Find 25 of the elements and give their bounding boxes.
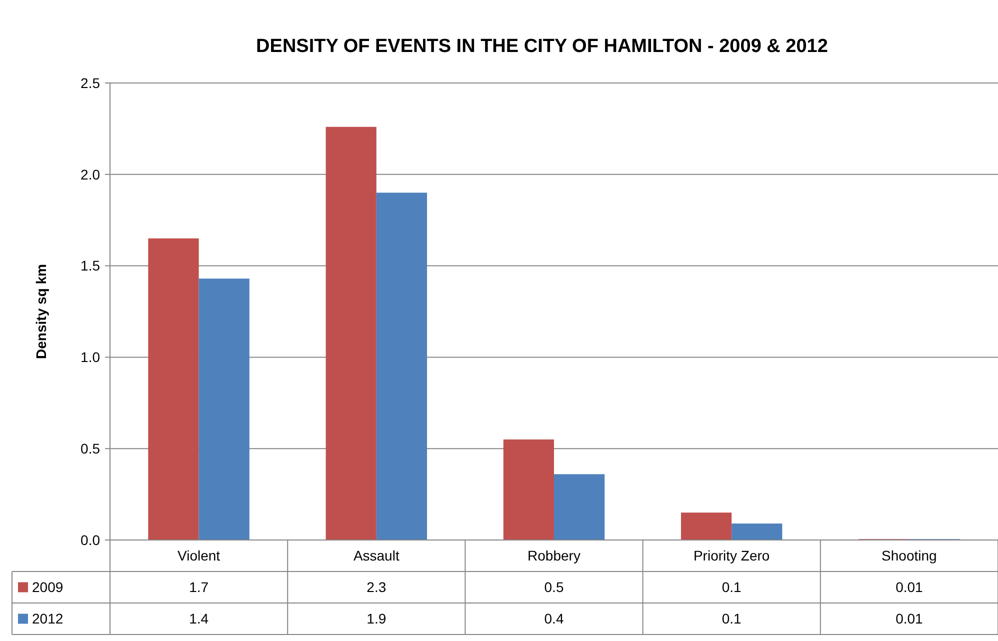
data-label: 1.4: [189, 610, 209, 627]
x-tick-label: Violent: [178, 548, 220, 564]
y-tick-label: 2.5: [80, 74, 100, 91]
x-tick-label: Shooting: [882, 548, 937, 564]
data-label: 0.01: [896, 579, 924, 596]
y-tick-label: 1.5: [80, 258, 100, 274]
data-label: 0.01: [896, 610, 924, 627]
data-label: 0.5: [544, 579, 564, 596]
chart-title: DENSITY OF EVENTS IN THE CITY OF HAMILTON - 2009 & 2012: [256, 36, 828, 57]
data-label: 1.9: [366, 610, 386, 627]
legend-label: 2012: [32, 610, 64, 627]
legend-label: 2009: [32, 579, 64, 596]
x-tick-label: Priority Zero: [693, 548, 770, 564]
y-tick-label: 1.0: [80, 349, 100, 366]
data-label: 0.4: [544, 610, 564, 627]
x-tick-label: Assault: [353, 548, 400, 564]
data-label: 0.1: [722, 610, 742, 627]
y-tick-label: 0.5: [80, 440, 100, 456]
data-label: 2.3: [366, 579, 386, 596]
y-tick-label: 2.0: [80, 166, 100, 182]
x-tick-label: Robbery: [528, 548, 580, 564]
y-tick-label: 0.0: [80, 532, 100, 548]
data-label: 1.7: [189, 579, 209, 596]
y-axis-title: Density sq km: [33, 264, 49, 359]
data-label: 0.1: [722, 579, 742, 596]
